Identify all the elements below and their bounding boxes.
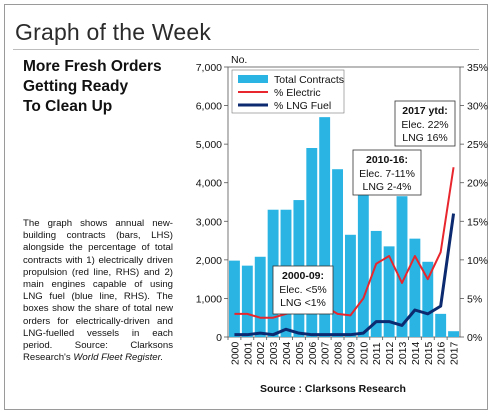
header-divider (13, 49, 479, 50)
left-tick-label: 4,000 (196, 178, 222, 190)
left-tick-label: 3,000 (196, 216, 222, 228)
description-text: The graph shows annual new-building cont… (23, 218, 173, 364)
description-body: The graph shows annual new-building cont… (23, 218, 173, 364)
right-tick-label: 25% (467, 139, 488, 151)
annotation-line: Elec. <5% (279, 284, 327, 296)
x-tick-label: 2008 (333, 341, 345, 365)
right-tick-label: 5% (467, 293, 482, 305)
left-tick-label: 5,000 (196, 139, 222, 151)
bar-2007 (319, 117, 331, 338)
annotation-line: LNG 2-4% (362, 181, 411, 193)
x-tick-label: 2012 (384, 341, 396, 365)
x-tick-label: 2011 (371, 342, 383, 365)
left-tick-label: 7,000 (196, 62, 222, 74)
right-tick-label: 20% (467, 178, 488, 190)
headline-line: To Clean Up (23, 98, 113, 115)
left-tick-label: 1,000 (196, 293, 222, 305)
annotation-line: LNG <1% (280, 297, 326, 309)
right-tick-label: 30% (467, 101, 488, 113)
annotation-line: LNG 16% (402, 132, 448, 144)
x-tick-label: 2002 (255, 341, 267, 365)
bar-2001 (241, 265, 253, 337)
legend-label: Total Contracts (274, 74, 344, 86)
x-tick-label: 2017 (449, 341, 461, 365)
left-axis-label: No. (231, 54, 247, 66)
left-tick-label: 6,000 (196, 101, 222, 113)
bar-2010 (357, 188, 369, 337)
description-source-title: World Fleet Register. (73, 352, 164, 364)
x-tick-label: 2010 (358, 341, 370, 365)
line-electric (234, 167, 455, 319)
right-tick-label: 0% (467, 332, 482, 344)
headline-line: More Fresh Orders (23, 58, 162, 75)
annotation-title: 2000-09: (282, 270, 324, 282)
x-tick-label: 2006 (307, 341, 319, 365)
x-tick-label: 2014 (410, 341, 422, 365)
bar-2002 (254, 256, 266, 337)
left-tick-label: 0 (216, 332, 222, 344)
bar-2015 (422, 261, 434, 337)
x-tick-label: 2009 (345, 341, 357, 365)
x-tick-label: 2005 (294, 341, 306, 365)
x-tick-label: 2007 (320, 341, 332, 365)
bar-2014 (409, 238, 421, 337)
annotation-box (352, 149, 422, 196)
left-tick-label: 2,000 (196, 255, 222, 267)
line-lng (234, 213, 456, 337)
right-tick-label: 10% (467, 255, 488, 267)
bar-2009 (345, 234, 356, 337)
bar-2013 (396, 196, 408, 337)
bar-2016 (435, 313, 447, 337)
right-tick-label: 15% (467, 216, 488, 228)
right-tick-label: 35% (467, 62, 488, 74)
legend-label: % Electric (274, 87, 321, 99)
annotation-title: 2017 ytd: (402, 105, 448, 117)
page-title: Graph of the Week (15, 19, 212, 45)
bar-2011 (370, 230, 382, 337)
annotation-line: Elec. 7-11% (359, 168, 415, 180)
x-tick-label: 2003 (268, 341, 280, 365)
source-credit: Source : Clarksons Research (260, 383, 406, 395)
annotation-box (272, 265, 334, 315)
x-tick-label: 2015 (423, 341, 435, 365)
legend-swatch-bar (238, 75, 268, 83)
x-tick-label: 2013 (397, 341, 409, 365)
annotation-box (394, 100, 456, 147)
x-tick-label: 2000 (229, 341, 241, 365)
headline-line: Getting Ready (23, 78, 129, 95)
annotation-line: Elec. 22% (401, 119, 448, 131)
x-tick-label: 2016 (436, 341, 448, 365)
bar-2017 (448, 331, 459, 337)
bar-2008 (332, 169, 343, 337)
bar-2006 (306, 148, 318, 337)
annotation-title: 2010-16: (366, 154, 408, 166)
headline: More Fresh Orders Getting Ready To Clean… (23, 57, 183, 117)
legend-label: % LNG Fuel (274, 100, 331, 112)
x-tick-label: 2001 (242, 341, 254, 365)
bar-2012 (383, 246, 395, 337)
bar-2000 (229, 260, 240, 337)
x-tick-label: 2004 (281, 341, 293, 365)
